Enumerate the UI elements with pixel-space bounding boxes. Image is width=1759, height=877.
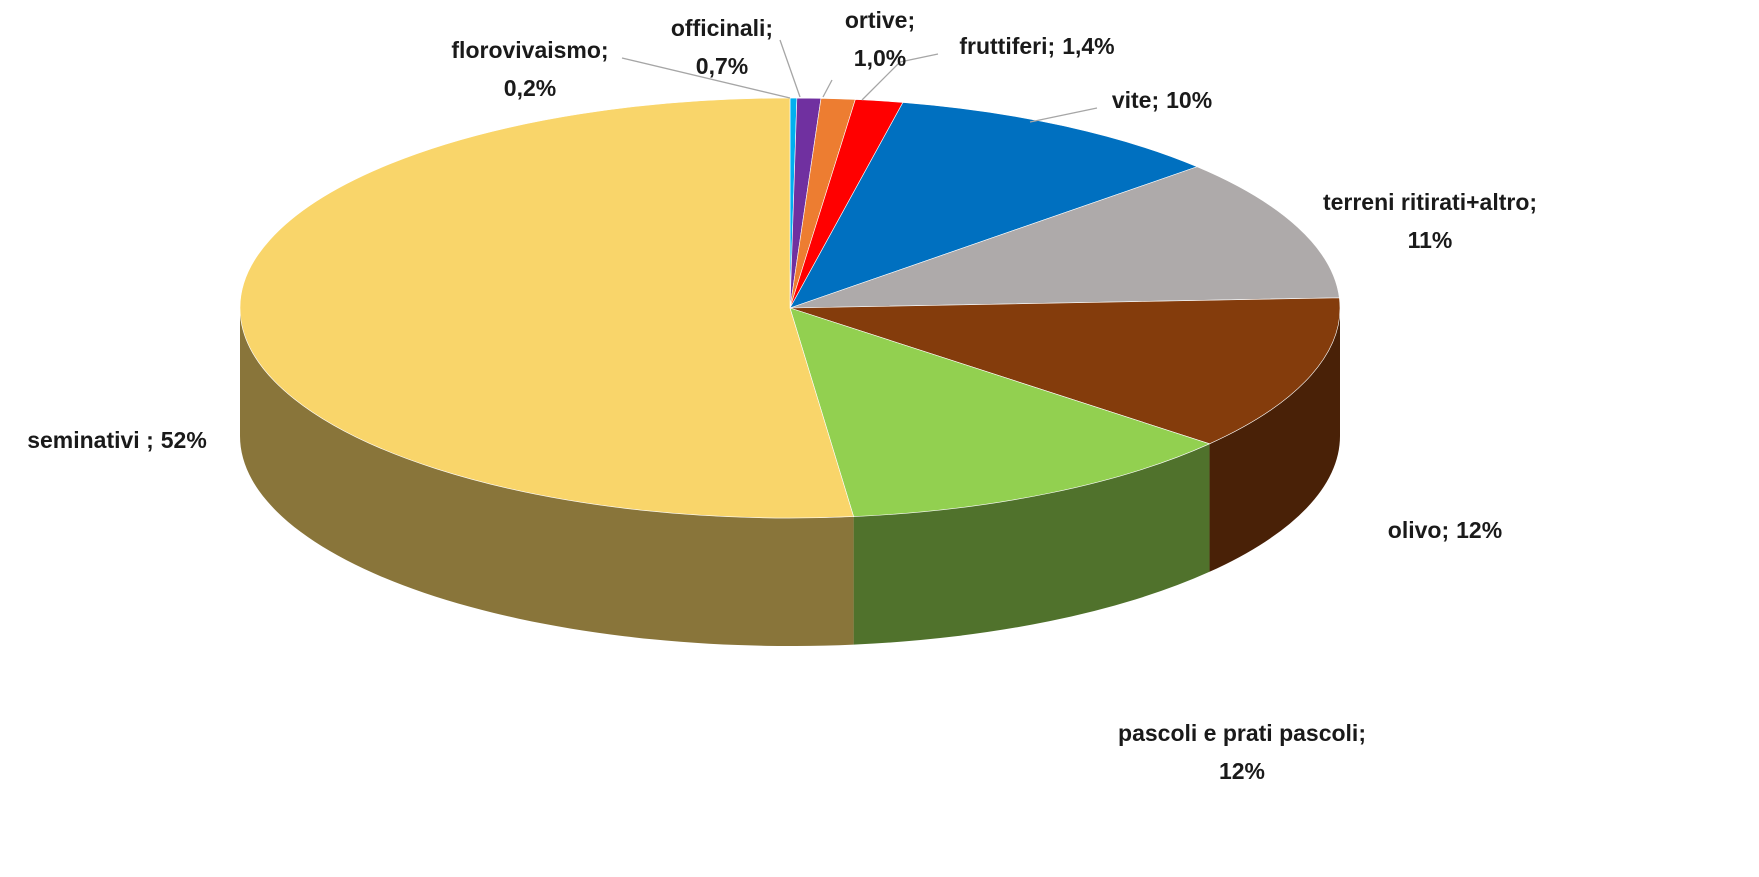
label-category: seminativi ; — [27, 427, 154, 453]
slice-side — [853, 443, 1210, 645]
label-category: pascoli e prati pascoli; — [1118, 720, 1366, 746]
label-value: 0,7% — [696, 53, 748, 79]
data-label: olivo; 12% — [1388, 517, 1502, 543]
slice — [239, 97, 854, 519]
slice — [789, 166, 1340, 309]
label-value: 52% — [161, 427, 207, 453]
label-value: 10% — [1166, 87, 1212, 113]
label-value: 12% — [1219, 758, 1265, 784]
slice — [789, 297, 1341, 445]
label-value: 0,2% — [504, 75, 556, 101]
label-value: 11% — [1408, 227, 1453, 253]
data-label: terreni ritirati+altro; 11% — [1323, 189, 1537, 253]
data-label: ortive; 1,0% — [845, 7, 915, 71]
leader-line — [621, 57, 791, 99]
data-label: florovivaismo; 0,2% — [451, 37, 608, 101]
leader-line — [822, 79, 833, 98]
label-value: 1,4% — [1062, 33, 1114, 59]
label-category: fruttiferi; — [959, 33, 1055, 59]
label-value: 1,0% — [854, 45, 906, 71]
data-label: fruttiferi; 1,4% — [959, 33, 1114, 59]
data-label: officinali; 0,7% — [671, 15, 773, 79]
slice-side — [1209, 308, 1340, 572]
data-label: seminativi ; 52% — [27, 427, 207, 453]
slice — [789, 307, 1211, 517]
label-category: olivo; — [1388, 517, 1449, 543]
label-category: ortive; — [845, 7, 915, 33]
leader-line — [1029, 107, 1098, 123]
leader-line — [779, 39, 801, 98]
slice — [789, 102, 1198, 309]
label-category: vite; — [1112, 87, 1159, 113]
data-label: pascoli e prati pascoli; 12% — [1118, 720, 1366, 784]
label-category: officinali; — [671, 15, 773, 41]
label-category: terreni ritirati+altro; — [1323, 189, 1537, 215]
data-label: vite; 10% — [1112, 87, 1212, 113]
label-category: florovivaismo; — [451, 37, 608, 63]
leader-line — [861, 53, 939, 101]
label-value: 12% — [1456, 517, 1502, 543]
slice-side — [239, 308, 854, 647]
